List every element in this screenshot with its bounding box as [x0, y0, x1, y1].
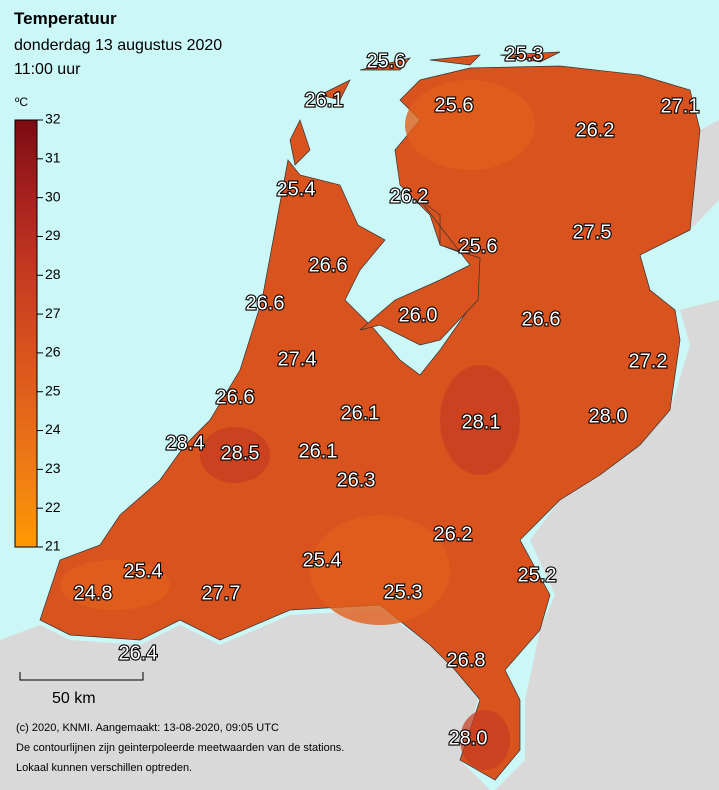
colorbar-tick-label: 32	[45, 111, 61, 127]
colorbar-tick-label: 27	[45, 305, 61, 321]
colorbar-tick-label: 26	[45, 344, 61, 360]
station-value: 26.0	[399, 304, 438, 326]
footer-line: (c) 2020, KNMI. Aangemaakt: 13-08-2020, …	[16, 722, 279, 734]
station-value: 26.8	[447, 649, 486, 671]
station-value: 26.1	[341, 402, 380, 424]
time: 11:00 uur	[14, 61, 81, 78]
scale-bar	[19, 672, 144, 681]
footer-line: De contourlijnen zijn geinterpoleerde me…	[16, 742, 344, 754]
cool-area	[60, 560, 170, 610]
belgium	[0, 610, 490, 790]
station-value: 26.2	[434, 523, 473, 545]
colorbar-tick-label: 21	[45, 538, 61, 554]
cool-area	[405, 80, 535, 170]
station-value: 27.7	[202, 582, 241, 604]
flevoland	[359, 199, 481, 346]
colorbar-tick-label: 31	[45, 150, 61, 166]
station-value: 25.6	[435, 94, 474, 116]
netherlands	[39, 65, 701, 781]
warm-area	[200, 427, 270, 483]
wadden-islands	[289, 51, 561, 166]
colorbar-tick-label: 23	[45, 460, 61, 476]
station-value: 28.0	[589, 405, 628, 427]
station-value: 27.1	[661, 95, 700, 117]
scale-label: 50 km	[52, 690, 96, 707]
colorbar-tick-label: 24	[45, 421, 61, 437]
station-value: 25.4	[277, 178, 316, 200]
colorbar-tick-label: 29	[45, 227, 61, 243]
station-value: 24.8	[74, 582, 113, 604]
station-value: 25.6	[459, 235, 498, 257]
station-value: 26.6	[216, 386, 255, 408]
cool-area	[310, 515, 450, 625]
station-value: 28.0	[449, 727, 488, 749]
station-value: 26.6	[522, 308, 561, 330]
colorbar-tick-label: 25	[45, 382, 61, 398]
colorbar	[14, 119, 38, 548]
station-value: 25.4	[124, 560, 163, 582]
station-value: 26.2	[390, 185, 429, 207]
station-value: 27.2	[629, 350, 668, 372]
colorbar-tick-label: 22	[45, 499, 61, 515]
station-value: 26.4	[119, 642, 158, 664]
station-value: 26.3	[337, 469, 376, 491]
station-value: 26.2	[576, 119, 615, 141]
station-value: 26.6	[309, 254, 348, 276]
station-value: 28.1	[462, 411, 501, 433]
station-value: 26.1	[299, 440, 338, 462]
station-value: 28.5	[221, 442, 260, 464]
colorbar-tick-label: 28	[45, 266, 61, 282]
station-value: 26.6	[246, 292, 285, 314]
warm-area	[440, 365, 520, 475]
colorbar-tick-label: 30	[45, 188, 61, 204]
footer-line: Lokaal kunnen verschillen optreden.	[16, 762, 192, 774]
warm-area	[460, 710, 510, 770]
station-value: 27.5	[573, 221, 612, 243]
station-value: 28.4	[166, 432, 205, 454]
unit: ºC	[15, 95, 28, 109]
germany	[495, 120, 719, 790]
station-value: 25.3	[505, 43, 544, 65]
title: Temperatuur	[14, 9, 117, 28]
date: donderdag 13 augustus 2020	[14, 37, 222, 54]
station-value: 25.4	[303, 549, 342, 571]
station-value: 25.2	[518, 564, 557, 586]
station-value: 26.1	[305, 89, 344, 111]
station-value: 27.4	[278, 348, 317, 370]
station-value: 25.3	[384, 581, 423, 603]
station-value: 25.6	[367, 50, 406, 72]
